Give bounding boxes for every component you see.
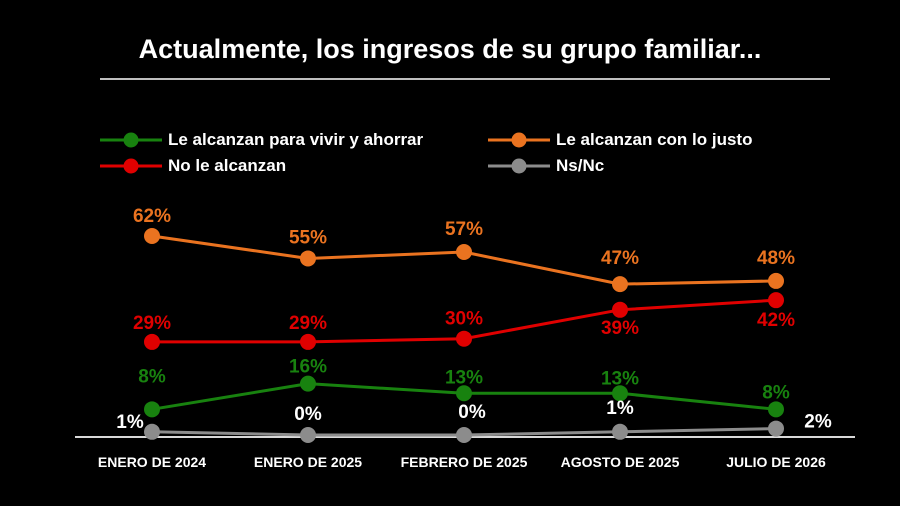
- series-justo: [144, 227, 784, 293]
- legend-swatch: [488, 158, 550, 174]
- legend-label: Le alcanzan para vivir y ahorrar: [168, 130, 424, 149]
- data-label: 29%: [289, 313, 327, 334]
- data-point: [456, 330, 472, 347]
- data-label: 30%: [445, 309, 483, 330]
- legend-label: Le alcanzan con lo justo: [556, 130, 753, 149]
- x-tick-label: JULIO DE 2026: [726, 454, 826, 470]
- legend-swatch: [100, 132, 162, 148]
- data-point: [612, 276, 628, 293]
- data-point: [144, 423, 160, 440]
- x-tick-label: ENERO DE 2025: [254, 454, 362, 470]
- data-point: [456, 427, 472, 443]
- data-label: 48%: [757, 248, 795, 269]
- data-point: [768, 420, 784, 437]
- series-ahorrar: [144, 375, 784, 418]
- legend-item: Le alcanzan con lo justo: [488, 130, 752, 150]
- legend-swatch: [488, 132, 550, 148]
- data-label: 8%: [762, 382, 790, 403]
- data-label: 47%: [601, 248, 639, 269]
- data-point: [300, 333, 316, 350]
- series-no-alcanzan: [144, 292, 784, 350]
- data-label: 16%: [289, 357, 327, 378]
- data-label: 13%: [601, 368, 639, 389]
- data-point: [612, 423, 628, 440]
- data-label: 29%: [133, 313, 171, 334]
- x-tick-label: FEBRERO DE 2025: [401, 454, 528, 470]
- data-label: 57%: [445, 219, 483, 240]
- data-label: 8%: [138, 366, 166, 387]
- data-point: [456, 244, 472, 261]
- data-point: [768, 272, 784, 289]
- data-point: [144, 333, 160, 350]
- data-label: 0%: [458, 402, 486, 423]
- data-label: 55%: [289, 227, 327, 248]
- data-point: [300, 250, 316, 267]
- data-point: [456, 385, 472, 402]
- legend-label: Ns/Nc: [556, 156, 605, 175]
- data-point: [300, 427, 316, 443]
- x-tick-label: ENERO DE 2024: [98, 454, 206, 470]
- legend-swatch: [100, 158, 162, 174]
- series-line: [151, 234, 777, 286]
- legend-item: No le alcanzan: [100, 156, 286, 176]
- title-divider: [100, 78, 830, 80]
- series-nsnc: [144, 420, 784, 443]
- data-label: 39%: [601, 318, 639, 339]
- chart-title: Actualmente, los ingresos de su grupo fa…: [138, 34, 762, 64]
- data-point: [144, 227, 160, 244]
- data-label: 1%: [116, 412, 144, 433]
- legend-item: Le alcanzan para vivir y ahorrar: [100, 130, 423, 150]
- legend-label: No le alcanzan: [168, 156, 287, 175]
- data-point: [768, 292, 784, 309]
- data-label: 62%: [133, 206, 171, 227]
- data-label: 1%: [606, 398, 634, 419]
- data-label: 42%: [757, 310, 795, 331]
- data-point: [768, 401, 784, 418]
- x-tick-label: AGOSTO DE 2025: [561, 454, 680, 470]
- data-label: 13%: [445, 367, 483, 388]
- data-label: 2%: [804, 412, 832, 433]
- data-point: [144, 401, 160, 418]
- data-label: 0%: [294, 404, 322, 425]
- data-point: [300, 375, 316, 392]
- legend-item: Ns/Nc: [488, 156, 604, 176]
- data-point: [612, 301, 628, 318]
- data-point: [612, 385, 628, 402]
